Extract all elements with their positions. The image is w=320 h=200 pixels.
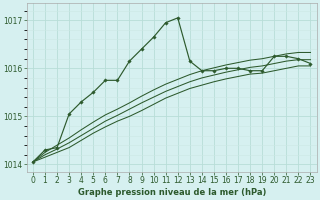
- X-axis label: Graphe pression niveau de la mer (hPa): Graphe pression niveau de la mer (hPa): [77, 188, 266, 197]
